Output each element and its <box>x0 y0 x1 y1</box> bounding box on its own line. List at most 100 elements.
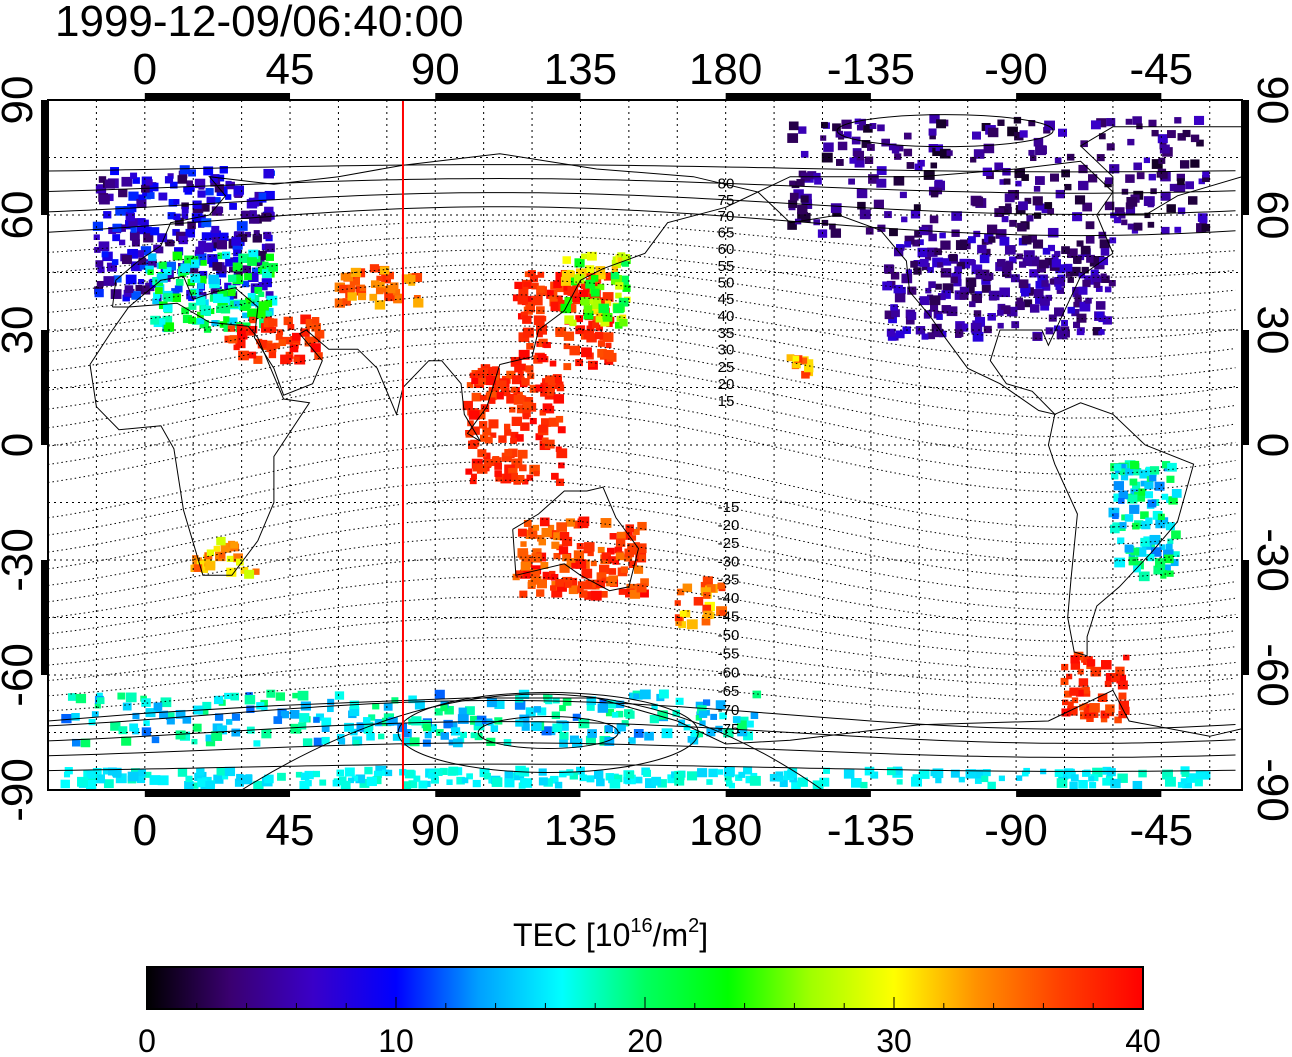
tec-cell <box>503 423 511 430</box>
tec-cell <box>605 708 615 717</box>
tec-cell <box>385 271 394 280</box>
tec-cell <box>586 298 593 305</box>
tec-cell <box>182 314 192 324</box>
tec-cell <box>550 301 562 312</box>
tec-cell <box>1090 774 1099 782</box>
tec-cell <box>213 293 224 304</box>
tec-cell <box>216 240 228 250</box>
tec-cell <box>249 210 257 217</box>
tec-cell <box>598 564 610 574</box>
tec-cell <box>256 310 266 319</box>
tec-cell <box>868 174 879 184</box>
tec-cell <box>450 727 461 736</box>
tec-cell <box>236 329 248 340</box>
tec-cell <box>549 360 557 367</box>
tec-cell <box>658 689 669 699</box>
tec-cell <box>869 123 877 129</box>
lat-tick-label-right: 0 <box>1248 433 1292 457</box>
tec-cell <box>518 349 530 360</box>
tec-cell <box>786 354 795 362</box>
tec-cell <box>471 377 479 385</box>
tec-cell <box>578 289 589 299</box>
tec-cell <box>702 604 712 613</box>
tec-cell <box>1173 551 1180 557</box>
tec-cell <box>1056 287 1065 294</box>
tec-cell <box>606 699 616 709</box>
tec-cell <box>1021 770 1029 777</box>
tec-cell <box>504 448 513 457</box>
tec-cell <box>689 736 699 745</box>
tec-cell <box>674 776 685 786</box>
tec-cell <box>302 738 313 747</box>
tec-cell <box>376 275 383 282</box>
tec-cell <box>1055 284 1062 290</box>
tec-cell <box>628 560 637 569</box>
tec-cell <box>261 704 268 711</box>
tec-cell <box>796 179 805 187</box>
tec-cell <box>913 204 921 211</box>
tec-cell <box>263 168 274 179</box>
tec-cell <box>1081 656 1089 663</box>
tec-cell <box>158 261 167 269</box>
tec-cell <box>289 710 300 719</box>
tec-cell <box>123 205 131 212</box>
tec-cell <box>540 418 551 427</box>
tec-cell <box>349 276 361 286</box>
tec-cell <box>138 278 145 285</box>
tec-cell <box>200 260 207 266</box>
tec-cell <box>856 188 868 199</box>
tec-cell <box>901 216 908 223</box>
tec-cell <box>480 404 490 412</box>
tec-cell <box>175 709 186 719</box>
tec-cell <box>479 768 490 778</box>
tec-cell <box>1078 286 1088 295</box>
tec-cell <box>255 302 262 308</box>
tec-cell <box>1090 269 1099 277</box>
tec-cell <box>550 573 559 581</box>
tec-cell <box>1044 120 1055 131</box>
tec-cell <box>1055 264 1066 274</box>
tec-cell <box>526 342 534 350</box>
tec-cell <box>923 312 931 319</box>
tec-cell <box>789 192 799 201</box>
tec-cell <box>490 432 497 438</box>
tec-cell <box>167 173 174 179</box>
tec-cell <box>153 292 161 299</box>
tec-cell <box>1070 266 1081 277</box>
tec-cell <box>775 771 784 779</box>
tec-cell <box>470 732 478 739</box>
tec-cell <box>1119 468 1127 476</box>
contour-line <box>48 443 1236 529</box>
tec-cell <box>830 203 842 213</box>
tec-cell <box>823 142 834 152</box>
tec-cell <box>195 253 207 263</box>
tec-cell <box>585 265 595 274</box>
tec-cell <box>470 473 477 480</box>
south-pole-contour-outer <box>241 693 823 790</box>
tec-cell <box>925 254 932 261</box>
tec-cell <box>562 554 571 562</box>
tec-cell <box>973 310 982 317</box>
tec-cell <box>515 474 525 483</box>
tec-cell <box>723 728 734 738</box>
tec-cell <box>1014 131 1024 141</box>
tec-cell <box>203 326 212 333</box>
contour-labels: 8075706560555045403530252015-15-20-25-30… <box>718 175 740 737</box>
tec-cell <box>551 587 563 598</box>
tec-cell <box>977 244 987 254</box>
tec-cell <box>519 590 528 598</box>
tec-cell <box>633 565 644 574</box>
tec-cell <box>1038 259 1049 269</box>
lat-tick-label-left: -90 <box>0 758 42 822</box>
tec-cell <box>973 230 981 238</box>
tec-cell <box>130 172 138 179</box>
tec-cell <box>1010 274 1020 283</box>
tec-cell <box>1024 197 1032 204</box>
tec-cell <box>1036 264 1046 273</box>
tec-cell <box>1088 776 1095 782</box>
tec-cell <box>1196 139 1204 147</box>
tec-cell <box>545 375 556 386</box>
tec-cell <box>586 775 595 783</box>
tec-cell <box>1051 254 1059 261</box>
tec-cell <box>999 179 1006 185</box>
